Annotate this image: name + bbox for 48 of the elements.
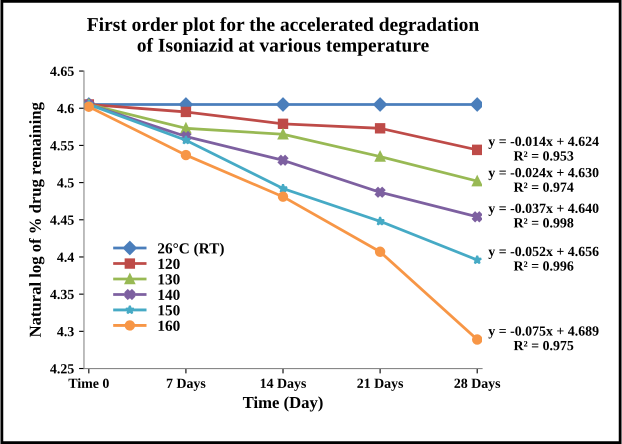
point: [84, 102, 94, 112]
x-tick-label: 7 Days: [166, 378, 206, 391]
point: [375, 216, 386, 226]
annotation: y = -0.037x + 4.640 R² = 0.998: [488, 204, 599, 228]
y-tick-label: 4.25: [50, 364, 74, 374]
chart-title: First order plot for the accelerated degradation of Isoniazid at various temperature: [87, 17, 479, 56]
y-tick-label: 4.6: [57, 104, 74, 114]
y-tick-label: 4.35: [50, 290, 74, 300]
point: [278, 118, 288, 130]
y-tick-label: 4.65: [50, 66, 74, 76]
point: [278, 192, 288, 202]
x-tick-label: 14 Days: [260, 378, 306, 391]
point: [180, 106, 192, 118]
legend-label: 130: [158, 274, 180, 284]
point: [374, 246, 386, 257]
x-tick-label: 28 Days: [454, 378, 500, 391]
point: [276, 98, 290, 112]
point: [373, 98, 388, 112]
annotation: y = -0.075x + 4.689 R² = 0.975: [488, 326, 599, 350]
point: [472, 334, 482, 345]
point: [472, 176, 482, 186]
point: [374, 123, 386, 134]
point: [278, 129, 288, 140]
point: [472, 254, 482, 264]
legend-label: 140: [158, 290, 180, 300]
point: [472, 144, 482, 156]
y-tick-label: 4.5: [57, 178, 74, 188]
y-tick-label: 4.45: [50, 215, 74, 225]
y-tick-label: 4.3: [57, 326, 74, 336]
x-tick-label: 21 Days: [357, 378, 404, 391]
legend-label: 150: [158, 305, 180, 316]
point: [374, 187, 386, 198]
x-tick-label: Time 0: [68, 378, 109, 388]
y-tick-label: 4.4: [57, 252, 74, 262]
y-axis-title: Natural log of % drug remaining: [28, 102, 44, 338]
point: [180, 134, 191, 145]
annotation: y = -0.024x + 4.630 R² = 0.974: [488, 168, 599, 192]
legend-label: 160: [158, 320, 180, 331]
point: [278, 155, 288, 166]
annotation: y = -0.052x + 4.656 R² = 0.996: [488, 246, 599, 271]
point: [374, 151, 386, 162]
x-axis-title: Time (Day): [242, 396, 323, 412]
point: [180, 150, 192, 160]
point: [278, 183, 288, 193]
legend-label: 26°C (RT): [158, 242, 224, 257]
legend-label: 120: [158, 258, 180, 270]
point: [472, 212, 482, 222]
y-tick-label: 4.55: [50, 141, 74, 150]
